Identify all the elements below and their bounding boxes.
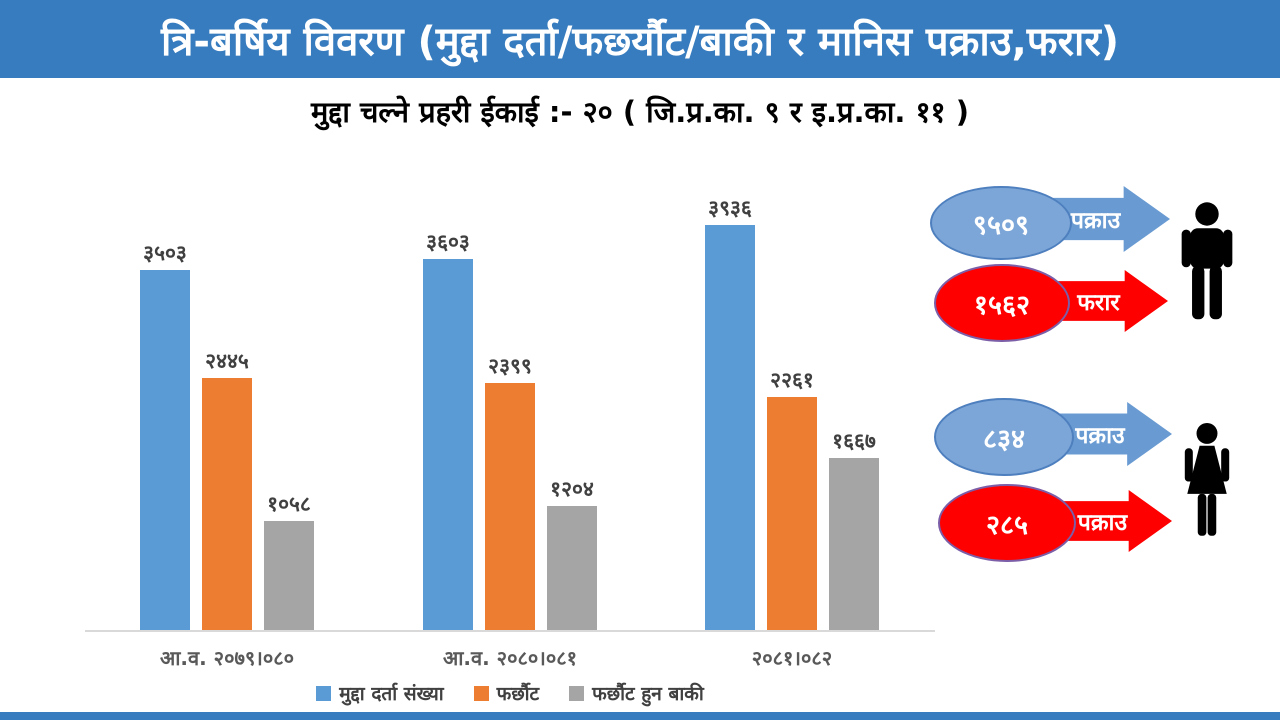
female-arrested-blue-value: ८३४ (982, 423, 1026, 455)
legend-item: फर्छौट (473, 680, 540, 706)
bar-value-label: ३६०३ (426, 230, 470, 254)
x-axis-label: आ.व. २०८०।०८१ (442, 646, 578, 670)
bar-value-label: १२०४ (550, 477, 594, 501)
male-arrested-value: ९५०९ (972, 209, 1030, 241)
bar-column: ३५०३ (140, 239, 190, 630)
female-arrested-blue-arrow-label: पक्राउ (1075, 423, 1125, 449)
bar-column: ३९३६ (705, 194, 755, 630)
bar-group-2: ३६०३ २३९९ १२०४ (423, 168, 597, 630)
bar-column: २३९९ (485, 352, 535, 630)
legend-item: फर्छौट हुन बाकी (569, 680, 704, 706)
chart-legend: मुद्दा दर्ता संख्या फर्छौट फर्छौट हुन बाकी (85, 680, 935, 706)
x-axis-label: २०८१।०८२ (751, 646, 833, 670)
legend-label: फर्छौट (496, 683, 540, 705)
chart-subtitle: मुद्दा चल्ने प्रहरी ईकाई :- २० ( जि.प्र.… (311, 95, 969, 129)
bar (202, 378, 252, 630)
legend-item: मुद्दा दर्ता संख्या (316, 680, 444, 706)
legend-label: फर्छौट हुन बाकी (592, 683, 704, 705)
title-banner: त्रि-बर्षिय विवरण (मुद्दा दर्ता/फछर्यौट/… (0, 0, 1280, 78)
bar-value-label: २४४५ (205, 349, 249, 373)
female-arrested-red-value: २८५ (985, 509, 1029, 541)
legend-swatch-icon (316, 685, 332, 701)
legend-label: मुद्दा दर्ता संख्या (339, 683, 444, 705)
x-axis-labels: आ.व. २०७९।०८० आ.व. २०८०।०८१ २०८१।०८२ (85, 644, 935, 672)
legend-swatch-icon (569, 685, 585, 701)
bar-value-label: २३९९ (488, 354, 532, 378)
female-person-icon (1184, 422, 1230, 536)
male-arrested-ellipse: ९५०९ (930, 186, 1072, 260)
bar-column: १६६७ (829, 427, 879, 630)
female-arrested-blue-ellipse: ८३४ (934, 398, 1074, 476)
male-absconded-ellipse: १५६२ (934, 264, 1070, 342)
bar (829, 458, 879, 630)
bar (485, 383, 535, 630)
bar (423, 259, 473, 630)
male-absconded-arrow-label: फरार (1077, 290, 1120, 316)
bar-value-label: २२६१ (770, 368, 814, 392)
bar (767, 397, 817, 630)
bar-group-3: ३९३६ २२६१ १६६७ (705, 168, 879, 630)
bar-chart: ३५०३ २४४५ १०५८ ३६०३ २३९९ १२०४ ३९३६ २२६१ १६६७ (85, 168, 935, 632)
bar-column: १२०४ (547, 475, 597, 630)
legend-swatch-icon (473, 685, 489, 701)
bar (140, 270, 190, 630)
male-absconded-value: १५६२ (973, 289, 1031, 321)
footer-strip (0, 712, 1280, 720)
bar-column: २२६१ (767, 366, 817, 630)
bar-column: २४४५ (202, 347, 252, 630)
female-arrested-red-arrow-label: पक्राउ (1077, 510, 1128, 536)
bar-value-label: ३९३६ (708, 196, 752, 220)
bar-value-label: ३५०३ (143, 241, 187, 265)
bar-value-label: १०५८ (267, 492, 311, 516)
x-axis-label: आ.व. २०७९।०८० (159, 646, 295, 670)
male-person-icon (1181, 202, 1233, 320)
bar-column: ३६०३ (423, 228, 473, 630)
bar-column: १०५८ (264, 490, 314, 630)
bar (547, 506, 597, 630)
bar-group-1: ३५०३ २४४५ १०५८ (140, 168, 314, 630)
bar-value-label: १६६७ (832, 429, 876, 453)
bar (705, 225, 755, 630)
male-absconded-arrow: फरार (1054, 270, 1168, 332)
page-title: त्रि-बर्षिय विवरण (मुद्दा दर्ता/फछर्यौट/… (160, 18, 1119, 65)
male-arrested-arrow-label: पक्राउ (1070, 208, 1121, 234)
female-arrested-red-ellipse: २८५ (938, 484, 1076, 562)
bar (264, 521, 314, 630)
